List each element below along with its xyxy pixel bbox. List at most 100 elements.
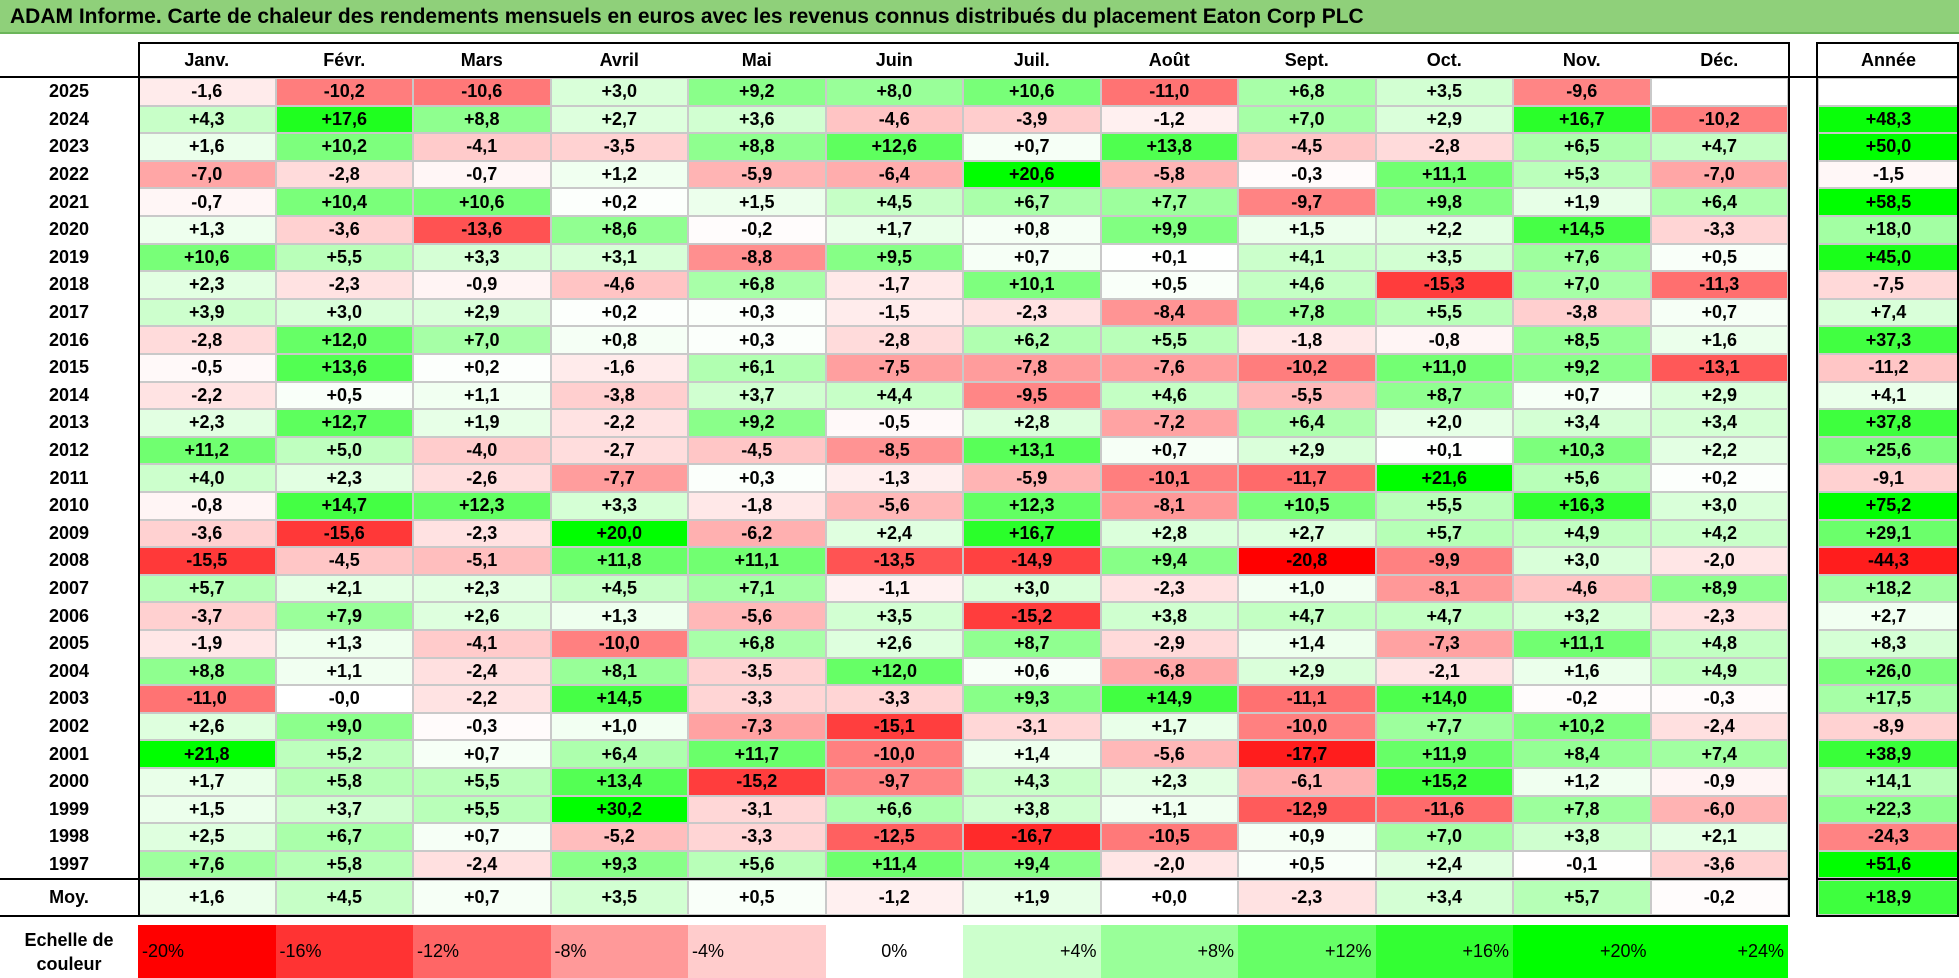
- heatmap-cell: +1,7: [138, 768, 276, 796]
- heatmap-cell: +3,9: [138, 298, 276, 327]
- month-header: Juil.: [963, 44, 1101, 76]
- heatmap-cell: +2,2: [1375, 216, 1513, 244]
- heatmap-cell: +6,5: [1513, 133, 1651, 161]
- heatmap-cell: -3,3: [1650, 216, 1788, 244]
- heatmap-cell: -5,1: [413, 547, 551, 575]
- average-cell: +5,7: [1513, 880, 1651, 915]
- heatmap-cell: +4,9: [1513, 519, 1651, 548]
- heatmap-cell: -6,2: [688, 519, 826, 548]
- heatmap-cell: +2,3: [138, 271, 276, 299]
- heatmap-cell: -1,8: [1238, 326, 1376, 354]
- heatmap-cell: +6,7: [963, 188, 1101, 216]
- heatmap-cell: +0,8: [550, 326, 688, 354]
- year-label: 2012: [48, 440, 90, 461]
- heatmap-cell: -2,3: [275, 271, 413, 299]
- heatmap-cell: +1,6: [138, 133, 276, 161]
- heatmap-cell: -1,7: [825, 271, 963, 299]
- heatmap-cell: +13,4: [550, 768, 688, 796]
- heatmap-cell: -15,5: [138, 547, 276, 575]
- heatmap-cell: -11,1: [1238, 685, 1376, 713]
- heatmap-cell: +1,1: [413, 381, 551, 410]
- annual-cell: +51,6: [1818, 850, 1959, 879]
- heatmap-cell: +2,2: [1650, 436, 1788, 465]
- year-label: 1999: [48, 798, 90, 819]
- heatmap-cell: +8,1: [550, 657, 688, 686]
- heatmap-cell: +7,1: [688, 574, 826, 603]
- heatmap-cell: +16,3: [1513, 492, 1651, 520]
- heatmap-cell: -15,2: [688, 768, 826, 796]
- heatmap-cell: -7,7: [550, 464, 688, 492]
- heatmap-cell: -11,0: [1100, 78, 1238, 106]
- heatmap-cell: -8,4: [1100, 298, 1238, 327]
- heatmap-cell: +5,7: [1375, 519, 1513, 548]
- heatmap-cell: +3,0: [275, 298, 413, 327]
- annual-cell: -8,9: [1818, 712, 1959, 741]
- heatmap-cell: +1,5: [138, 795, 276, 824]
- heatmap-cell: +8,0: [825, 78, 963, 106]
- heatmap-cell: -11,0: [138, 685, 276, 713]
- month-header: Mars: [413, 44, 551, 76]
- heatmap-cell: -8,5: [825, 436, 963, 465]
- heatmap-cell: -1,6: [550, 354, 688, 382]
- heatmap-cell: +0,7: [963, 133, 1101, 161]
- heatmap-cell: -7,6: [1100, 354, 1238, 382]
- year-header: Année: [1818, 44, 1959, 76]
- heatmap-cell: +10,3: [1513, 436, 1651, 465]
- annual-cell: +48,3: [1818, 105, 1959, 134]
- heatmap-cell: -7,0: [138, 160, 276, 189]
- annual-cell: -1,5: [1818, 160, 1959, 189]
- heatmap-cell: +3,6: [688, 105, 826, 134]
- heatmap-cell: +1,9: [1513, 188, 1651, 216]
- heatmap-cell: -1,9: [138, 630, 276, 658]
- average-cell: +0,0: [1100, 880, 1238, 915]
- heatmap-cell: +7,0: [1238, 105, 1376, 134]
- heatmap-cell: +8,7: [963, 630, 1101, 658]
- heatmap-cell: +2,7: [550, 105, 688, 134]
- heatmap-cell: +2,8: [1100, 519, 1238, 548]
- heatmap-cell: -10,2: [1650, 105, 1788, 134]
- heatmap-cell: +7,8: [1513, 795, 1651, 824]
- heatmap-cell: +3,0: [1513, 547, 1651, 575]
- month-header: Nov.: [1513, 44, 1651, 76]
- heatmap-cell: +2,3: [138, 409, 276, 437]
- heatmap-cell: -3,6: [138, 519, 276, 548]
- heatmap-cell: +5,5: [1375, 298, 1513, 327]
- heatmap-cell: +11,2: [138, 436, 276, 465]
- average-cell: -0,2: [1650, 880, 1788, 915]
- heatmap-cell: +9,4: [1100, 547, 1238, 575]
- heatmap-cell: +7,6: [138, 850, 276, 879]
- month-header: Oct.: [1375, 44, 1513, 76]
- heatmap-cell: +2,1: [275, 574, 413, 603]
- heatmap-cell: +11,4: [825, 850, 963, 879]
- annual-cell: -11,2: [1818, 354, 1959, 382]
- scale-stop: +12%: [1238, 925, 1376, 978]
- heatmap-cell: +6,8: [688, 630, 826, 658]
- heatmap-cell: +8,8: [138, 657, 276, 686]
- heatmap-cell: -9,6: [1513, 78, 1651, 106]
- heatmap-cell: -13,6: [413, 216, 551, 244]
- heatmap-cell: -12,9: [1238, 795, 1376, 824]
- heatmap-cell: +4,3: [963, 768, 1101, 796]
- heatmap-cell: +9,2: [1513, 354, 1651, 382]
- heatmap-cell: +6,4: [550, 740, 688, 768]
- heatmap-cell: +1,1: [1100, 795, 1238, 824]
- scale-stop: -4%: [688, 925, 826, 978]
- heatmap-cell: -9,7: [825, 768, 963, 796]
- annual-cell: +38,9: [1818, 740, 1959, 768]
- heatmap-cell: -7,5: [825, 354, 963, 382]
- heatmap-cell: +3,0: [550, 78, 688, 106]
- heatmap-cell: +12,7: [275, 409, 413, 437]
- heatmap-cell: -4,5: [688, 436, 826, 465]
- year-label: 1997: [48, 854, 90, 875]
- heatmap-cell: +2,5: [138, 823, 276, 851]
- heatmap-cell: -1,6: [138, 78, 276, 106]
- heatmap-cell: +10,6: [413, 188, 551, 216]
- heatmap-cell: -0,9: [1650, 768, 1788, 796]
- annual-cell: +4,1: [1818, 381, 1959, 410]
- heatmap-cell: +4,0: [138, 464, 276, 492]
- heatmap-cell: -10,6: [413, 78, 551, 106]
- heatmap-cell: -5,6: [825, 492, 963, 520]
- year-label: 2002: [48, 716, 90, 737]
- average-line-top: [0, 878, 138, 880]
- heatmap-cell: +5,5: [413, 795, 551, 824]
